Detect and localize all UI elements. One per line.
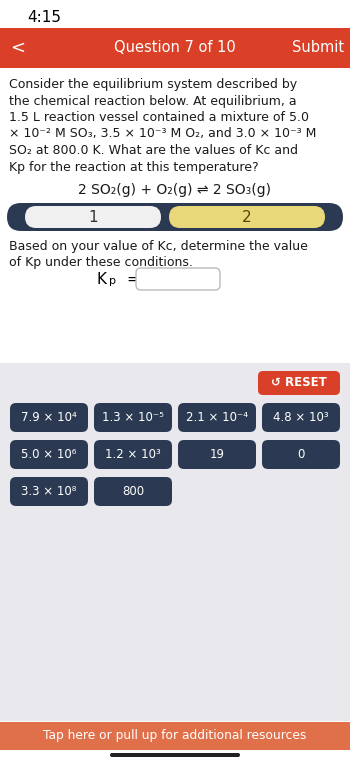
Text: 7.9 × 10⁴: 7.9 × 10⁴ (21, 411, 77, 424)
Text: 2.1 × 10⁻⁴: 2.1 × 10⁻⁴ (186, 411, 248, 424)
FancyBboxPatch shape (10, 403, 88, 432)
FancyBboxPatch shape (258, 371, 340, 395)
Text: Question 7 of 10: Question 7 of 10 (114, 40, 236, 55)
Text: 3.3 × 10⁸: 3.3 × 10⁸ (21, 485, 77, 498)
Text: × 10⁻² M SO₃, 3.5 × 10⁻³ M O₂, and 3.0 × 10⁻³ M: × 10⁻² M SO₃, 3.5 × 10⁻³ M O₂, and 3.0 ×… (9, 127, 316, 140)
FancyBboxPatch shape (94, 477, 172, 506)
Bar (0, 722, 350, 750)
FancyBboxPatch shape (136, 268, 220, 290)
FancyBboxPatch shape (7, 203, 343, 231)
Text: =: = (126, 271, 139, 287)
FancyBboxPatch shape (110, 753, 240, 757)
Text: Tap here or pull up for additional resources: Tap here or pull up for additional resou… (43, 729, 307, 743)
Text: <: < (10, 39, 26, 57)
FancyBboxPatch shape (178, 440, 256, 469)
FancyBboxPatch shape (178, 403, 256, 432)
Text: p: p (109, 276, 116, 286)
Text: 1: 1 (88, 209, 98, 224)
Text: 0: 0 (297, 448, 305, 461)
Text: SO₂ at 800.0 K. What are the values of Kc and: SO₂ at 800.0 K. What are the values of K… (9, 144, 298, 157)
Text: 4:15: 4:15 (27, 10, 61, 24)
Bar (0, 0, 350, 28)
FancyBboxPatch shape (262, 403, 340, 432)
Text: of Kp under these conditions.: of Kp under these conditions. (9, 256, 193, 269)
Text: the chemical reaction below. At equilibrium, a: the chemical reaction below. At equilibr… (9, 95, 297, 108)
FancyBboxPatch shape (10, 440, 88, 469)
FancyBboxPatch shape (94, 440, 172, 469)
Bar (0, 28, 350, 68)
FancyBboxPatch shape (169, 206, 325, 228)
Text: 19: 19 (210, 448, 224, 461)
Text: K: K (97, 271, 107, 287)
Text: 4.8 × 10³: 4.8 × 10³ (273, 411, 329, 424)
Text: Based on your value of Kc, determine the value: Based on your value of Kc, determine the… (9, 240, 308, 253)
Text: ↺ RESET: ↺ RESET (271, 377, 327, 390)
Text: 1.5 L reaction vessel contained a mixture of 5.0: 1.5 L reaction vessel contained a mixtur… (9, 111, 309, 124)
Text: Kp for the reaction at this temperature?: Kp for the reaction at this temperature? (9, 161, 259, 174)
FancyBboxPatch shape (10, 477, 88, 506)
Text: 2 SO₂(g) + O₂(g) ⇌ 2 SO₃(g): 2 SO₂(g) + O₂(g) ⇌ 2 SO₃(g) (78, 183, 272, 197)
Text: 1.2 × 10³: 1.2 × 10³ (105, 448, 161, 461)
Text: Submit: Submit (292, 40, 344, 55)
Text: 2: 2 (242, 209, 252, 224)
Text: 800: 800 (122, 485, 144, 498)
Text: 5.0 × 10⁶: 5.0 × 10⁶ (21, 448, 77, 461)
FancyBboxPatch shape (94, 403, 172, 432)
FancyBboxPatch shape (262, 440, 340, 469)
Bar (0, 750, 350, 758)
Bar (0, 68, 350, 363)
FancyBboxPatch shape (25, 206, 161, 228)
Text: 1.3 × 10⁻⁵: 1.3 × 10⁻⁵ (102, 411, 164, 424)
Bar (0, 363, 350, 721)
Text: Consider the equilibrium system described by: Consider the equilibrium system describe… (9, 78, 297, 91)
